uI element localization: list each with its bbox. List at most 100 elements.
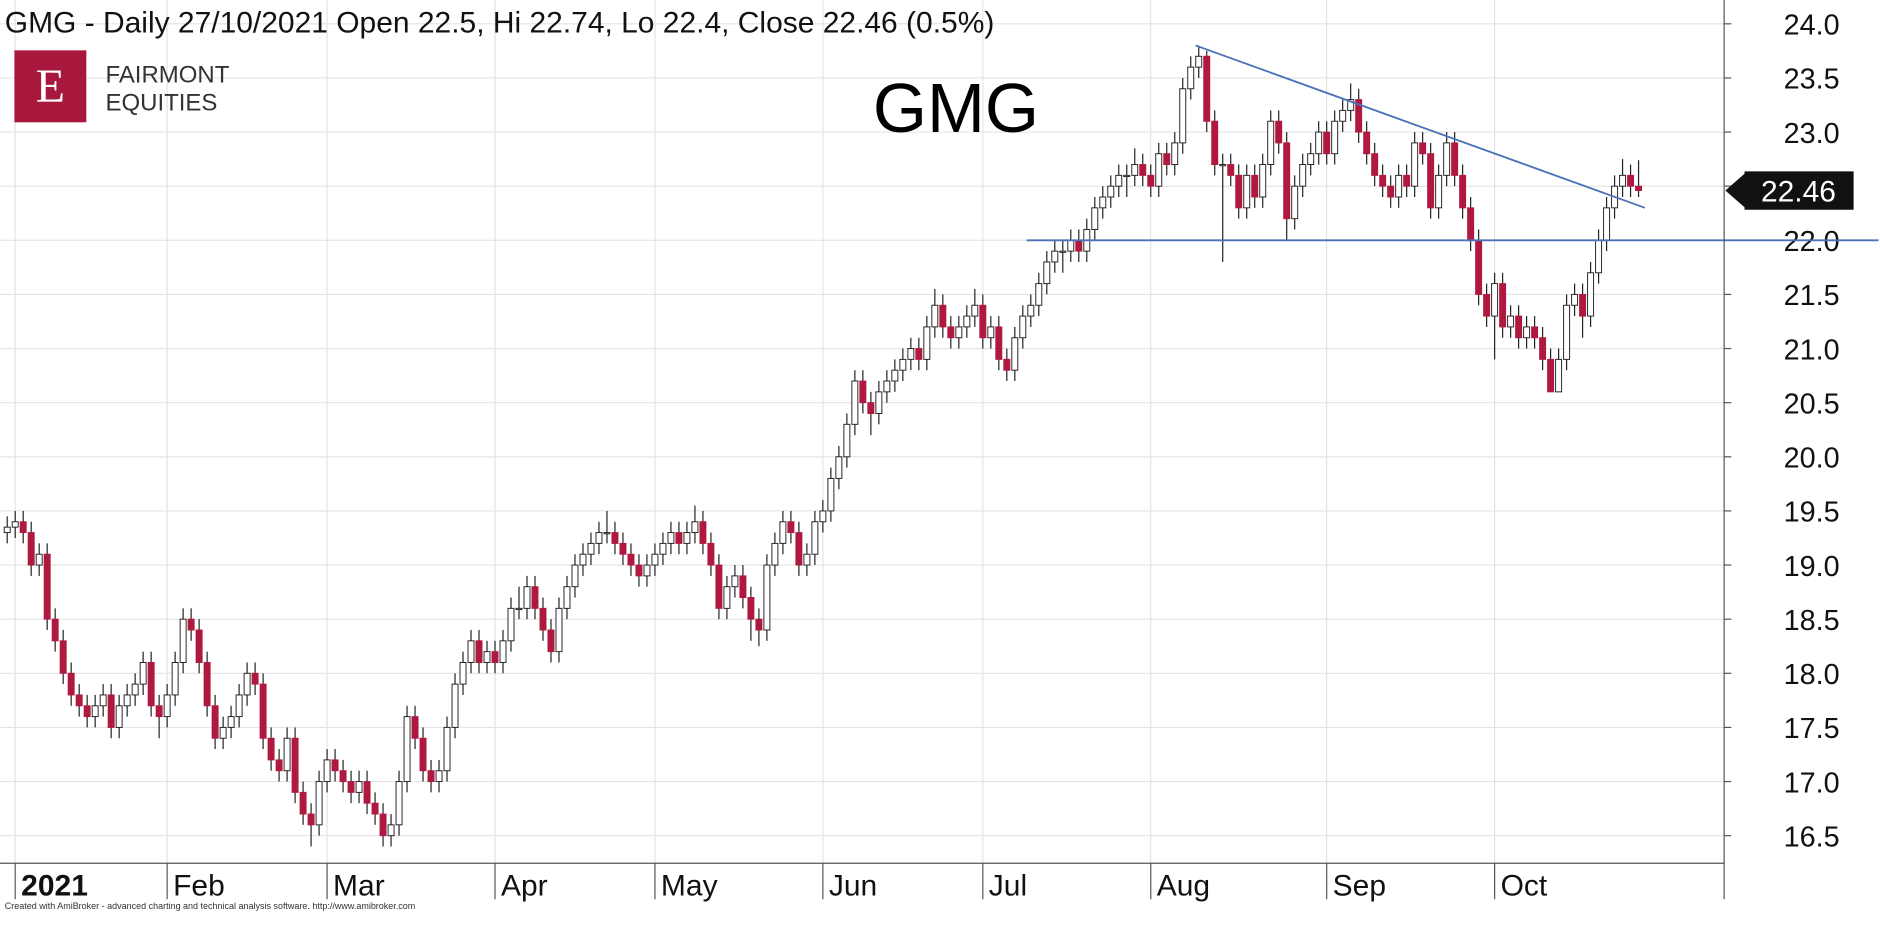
candle-body <box>1211 120 1219 166</box>
candle-body <box>923 326 931 360</box>
candle-body <box>1299 164 1307 187</box>
candle-body <box>1635 185 1643 191</box>
candle-body <box>523 586 531 609</box>
candle-body <box>1307 153 1315 166</box>
candle-body <box>1051 250 1059 263</box>
candle-body <box>1147 174 1155 187</box>
candle-body <box>1235 174 1243 209</box>
candle-body <box>443 726 451 772</box>
candle-body <box>1483 293 1491 317</box>
candle-body <box>195 629 203 663</box>
x-tick-label: Apr <box>501 870 548 903</box>
candle-body <box>579 553 587 566</box>
candle-body <box>795 532 803 566</box>
candle-body <box>379 813 387 837</box>
candle-body <box>651 553 659 566</box>
candle-body <box>1163 153 1171 166</box>
candle-body <box>499 640 507 663</box>
candle-body <box>163 694 171 718</box>
candle-body <box>1339 109 1347 122</box>
candle-body <box>131 683 139 696</box>
candle-body <box>115 705 123 728</box>
candle-body <box>635 564 643 577</box>
candle-body <box>1011 337 1019 371</box>
candle-body <box>691 521 699 534</box>
candle-body <box>347 781 355 793</box>
candle-body <box>371 802 379 815</box>
candle-body <box>1547 358 1555 393</box>
trend-line <box>1195 44 1646 209</box>
candle-body <box>1387 185 1395 198</box>
candle-body <box>1195 55 1203 68</box>
candle-body <box>619 542 627 555</box>
candle-body <box>587 542 595 555</box>
candle-body <box>299 791 307 815</box>
candle-body <box>1259 164 1267 198</box>
x-tick-label: Feb <box>173 870 225 903</box>
candle-body <box>1115 174 1123 187</box>
candle-body <box>1379 174 1387 187</box>
candle-body <box>419 737 427 772</box>
candle-body <box>803 553 811 566</box>
candle-body <box>395 781 403 826</box>
candle-body <box>1499 283 1507 328</box>
candle-body <box>507 607 515 642</box>
candle-body <box>139 661 147 685</box>
candle-body <box>779 521 787 544</box>
candle-body <box>483 651 491 663</box>
candle-body <box>291 737 299 793</box>
candle-body <box>83 705 91 718</box>
candle-body <box>459 661 467 685</box>
candle-body <box>1539 337 1547 360</box>
candle-body <box>19 521 27 534</box>
candle-body <box>411 716 419 739</box>
candle-body <box>1315 131 1323 155</box>
candle-body <box>627 553 635 566</box>
candle-body <box>1219 164 1227 167</box>
candle-body <box>1067 239 1075 252</box>
candle-body <box>1331 120 1339 155</box>
candle-body <box>875 391 883 414</box>
candle-body <box>451 683 459 728</box>
candle-body <box>435 770 443 783</box>
candle-body <box>971 304 979 317</box>
candle-body <box>1563 304 1571 360</box>
candle-body <box>1107 185 1115 198</box>
candle-body <box>99 694 107 707</box>
candle-body <box>387 824 395 837</box>
y-tick-label: 20.0 <box>1784 443 1840 475</box>
candle-body <box>491 651 499 663</box>
x-tick-label: Sep <box>1333 870 1386 903</box>
footer: Created with AmiBroker - advanced charti… <box>5 901 415 911</box>
candle-body <box>787 521 795 534</box>
candle-body <box>907 348 915 360</box>
candle-body <box>211 705 219 739</box>
candle-body <box>323 759 331 783</box>
candle-body <box>1603 207 1611 241</box>
candle-body <box>827 477 835 512</box>
candle-body <box>947 326 955 339</box>
candle-body <box>179 618 187 663</box>
y-tick-label: 17.5 <box>1784 713 1840 745</box>
candle-body <box>1507 315 1515 328</box>
candle-body <box>555 607 563 653</box>
candle-body <box>67 672 75 696</box>
candle-body <box>59 640 67 674</box>
candle-body <box>1555 358 1563 393</box>
y-tick-label: 19.0 <box>1784 551 1840 583</box>
candle-body <box>835 456 843 479</box>
candle-body <box>339 770 347 783</box>
candle-body <box>643 564 651 577</box>
y-tick-label: 17.0 <box>1784 767 1840 799</box>
candle-body <box>1179 88 1187 144</box>
logo-mark: E <box>36 60 65 113</box>
candle-body <box>859 380 867 404</box>
candle-body <box>1059 250 1067 253</box>
candle-body <box>915 348 923 360</box>
candle-body <box>683 532 691 544</box>
x-tick-label: Jun <box>829 870 877 903</box>
candle-body <box>475 640 483 663</box>
candle-body <box>51 618 59 642</box>
